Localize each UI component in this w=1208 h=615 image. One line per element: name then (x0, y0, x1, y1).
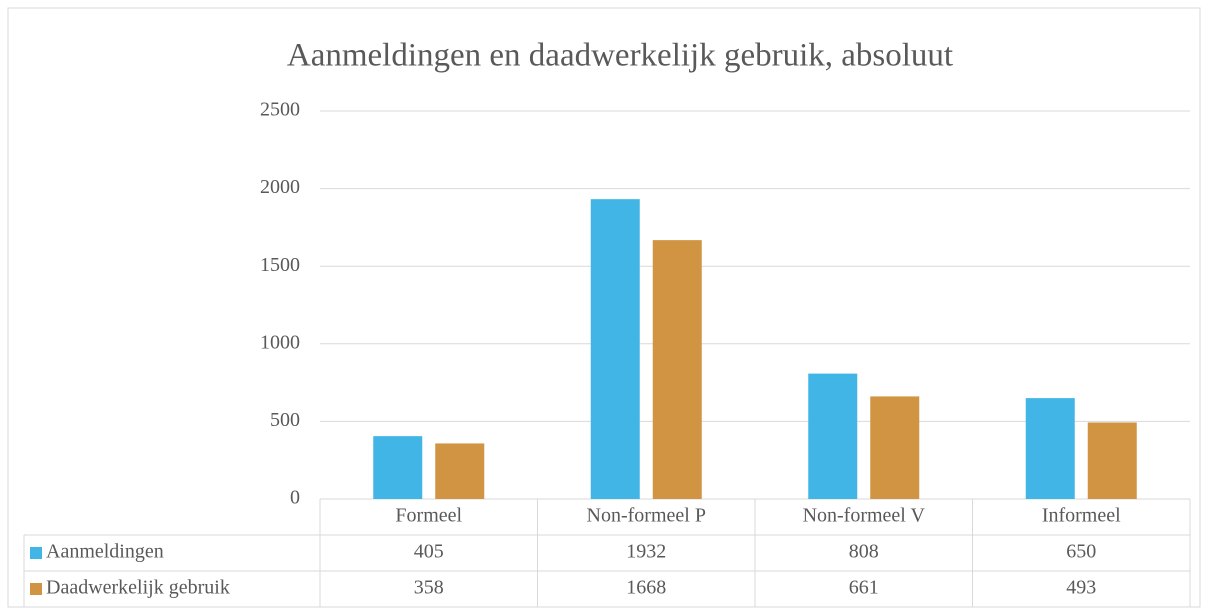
table-value: 808 (849, 541, 879, 563)
bar (435, 443, 485, 499)
y-tick-label: 1000 (260, 331, 300, 353)
y-tick-label: 2500 (260, 99, 300, 121)
bar (652, 240, 702, 499)
bar (808, 373, 858, 499)
bar (1087, 422, 1137, 499)
table-value: 493 (1066, 577, 1096, 599)
y-tick-label: 2000 (260, 176, 300, 198)
table-value: 661 (849, 577, 879, 599)
y-tick-label: 500 (270, 409, 300, 431)
table-value: 650 (1066, 541, 1096, 563)
legend-key (30, 583, 42, 595)
bar (1025, 398, 1075, 499)
table-value: 1932 (626, 541, 666, 563)
x-tick-label: Non-formeel V (803, 505, 926, 527)
legend-key (30, 547, 42, 559)
chart-title: Aanmeldingen en daadwerkelijk gebruik, a… (287, 38, 953, 74)
bar (373, 436, 423, 499)
x-tick-label: Formeel (395, 505, 462, 527)
legend-label: Daadwerkelijk gebruik (46, 577, 230, 599)
bar (590, 199, 640, 499)
table-value: 358 (414, 577, 444, 599)
y-tick-label: 1500 (260, 254, 300, 276)
x-tick-label: Non-formeel P (587, 505, 706, 527)
table-value: 1668 (626, 577, 666, 599)
y-tick-label: 0 (290, 487, 300, 509)
legend-label: Aanmeldingen (46, 541, 164, 563)
x-tick-label: Informeel (1042, 505, 1121, 527)
table-value: 405 (414, 541, 444, 563)
bar (870, 396, 920, 499)
